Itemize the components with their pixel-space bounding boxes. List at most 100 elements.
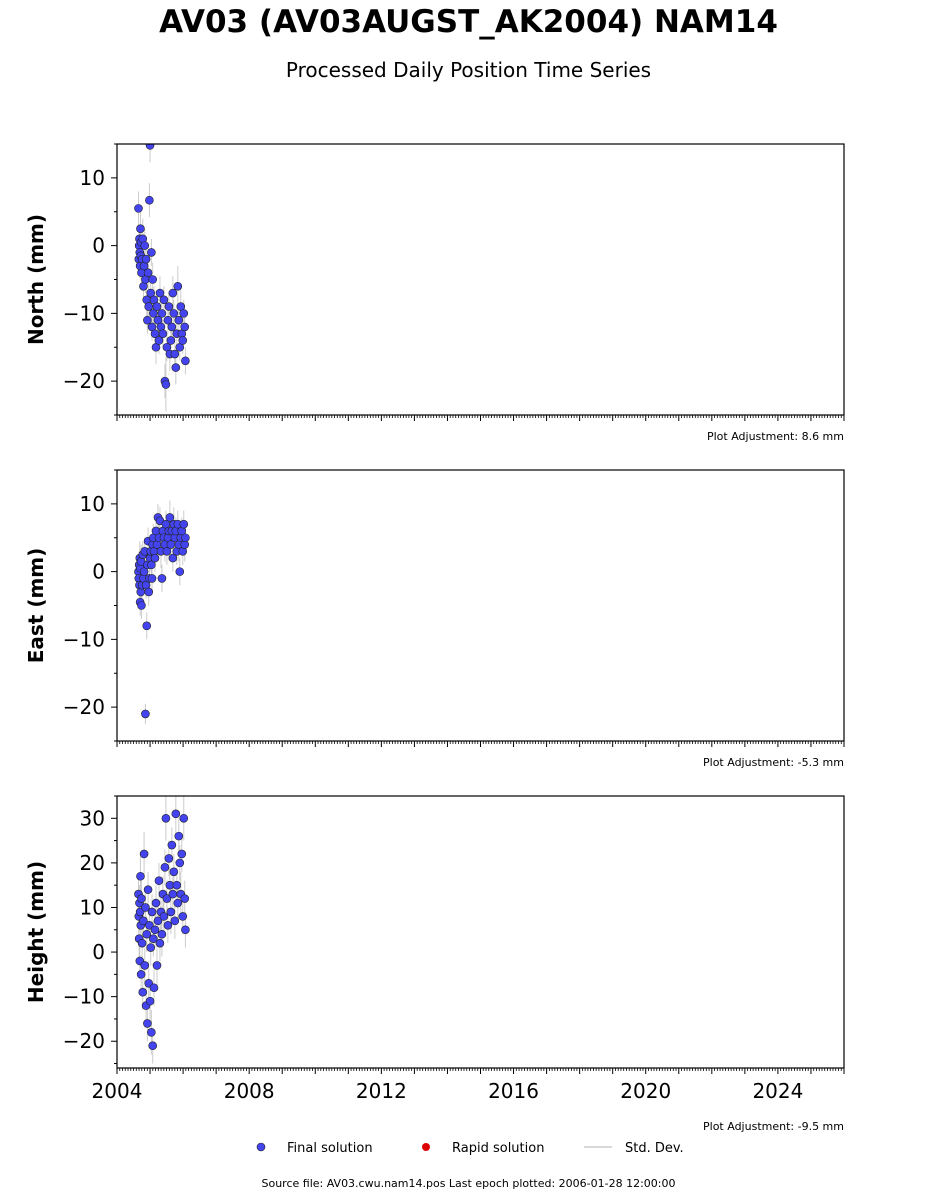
- data-point: [172, 880, 182, 890]
- data-point: [139, 916, 148, 926]
- y-tick-label: −10: [63, 627, 105, 651]
- panel-1: 10 0 −10 −20 North (mm) Plot Adjustment: 8.6 …: [24, 143, 845, 443]
- data-point: [145, 144, 155, 150]
- legend-rapid-marker: [422, 1143, 430, 1151]
- data-point: [178, 336, 188, 345]
- data-point: [134, 204, 143, 213]
- data-point: [169, 867, 179, 877]
- data-point: [168, 553, 178, 563]
- data-point: [180, 322, 190, 332]
- y-tick-label: 30: [80, 806, 105, 830]
- data-point: [140, 241, 150, 250]
- data-point: [157, 309, 167, 318]
- data-layer: [134, 500, 190, 725]
- data-point: [137, 894, 146, 903]
- data-point: [178, 912, 188, 921]
- plot-frame: [116, 469, 845, 742]
- plot-adjustment-note: Plot Adjustment: 8.6 mm: [707, 430, 844, 443]
- data-point: [164, 302, 174, 311]
- data-point: [170, 349, 180, 359]
- data-point: [139, 849, 149, 859]
- y-tick-label: −10: [63, 985, 105, 1009]
- data-point: [147, 574, 157, 583]
- y-axis-label: Height (mm): [24, 861, 48, 1003]
- data-point: [174, 831, 184, 841]
- data-point: [171, 809, 181, 819]
- data-point: [171, 363, 181, 372]
- data-point: [146, 943, 156, 952]
- data-point: [181, 925, 190, 935]
- data-point: [159, 912, 169, 921]
- panel-2: 10 0 −10 −20 East (mm) Plot Adjustment: -5.3 …: [24, 469, 845, 769]
- data-point: [179, 813, 189, 823]
- y-axis-label: East (mm): [24, 548, 48, 664]
- plot-frame: [116, 143, 845, 416]
- legend-rapid-label: Rapid solution: [452, 1141, 544, 1156]
- data-point: [170, 916, 180, 926]
- data-point: [173, 898, 183, 908]
- data-point: [150, 553, 160, 563]
- source-footer: Source file: AV03.cwu.nam14.pos Last epo…: [261, 1177, 676, 1190]
- data-point: [141, 903, 150, 912]
- data-point: [136, 970, 146, 979]
- data-point: [168, 288, 178, 298]
- x-tick-label: 2016: [488, 1079, 539, 1103]
- data-point: [163, 921, 173, 930]
- data-layer: [134, 144, 190, 412]
- data-point: [161, 380, 171, 389]
- data-layer: [134, 796, 190, 1064]
- plot-frame: [116, 795, 845, 1069]
- data-point: [143, 1019, 152, 1028]
- y-tick-label: 20: [80, 851, 105, 875]
- data-point: [145, 921, 154, 930]
- data-point: [177, 849, 187, 859]
- data-point: [141, 709, 150, 719]
- data-point: [147, 907, 157, 917]
- data-point: [168, 889, 178, 899]
- y-tick-label: 10: [80, 166, 105, 190]
- data-point: [147, 560, 156, 570]
- data-point: [157, 929, 167, 939]
- data-point: [136, 871, 145, 881]
- data-point: [159, 295, 169, 305]
- data-point: [154, 336, 164, 345]
- x-tick-label: 2024: [752, 1079, 803, 1103]
- data-point: [147, 1028, 156, 1037]
- data-point: [175, 567, 185, 576]
- data-point: [162, 894, 172, 903]
- data-point: [154, 876, 164, 886]
- legend-final-marker: [256, 1142, 266, 1152]
- x-tick-label: 2012: [356, 1079, 407, 1103]
- data-point: [143, 885, 153, 894]
- data-point: [137, 601, 146, 610]
- y-tick-label: 0: [92, 560, 105, 584]
- legend-final-label: Final solution: [287, 1141, 373, 1156]
- y-tick-label: −20: [63, 369, 105, 393]
- y-tick-label: −20: [63, 695, 105, 719]
- data-point: [149, 934, 158, 943]
- data-point: [164, 854, 174, 863]
- data-point: [166, 907, 176, 917]
- data-point: [146, 288, 156, 298]
- data-point: [152, 961, 162, 970]
- data-point: [143, 268, 153, 278]
- page-title: AV03 (AV03AUGST_AK2004) NAM14: [159, 4, 778, 40]
- data-point: [180, 894, 190, 903]
- x-tick-label: 2004: [92, 1079, 143, 1103]
- page-subtitle: Processed Daily Position Time Series: [285, 58, 652, 82]
- y-tick-label: 0: [92, 234, 105, 258]
- data-point: [142, 929, 152, 939]
- chart-panels: 10 0 −10 −20 North (mm) Plot Adjustment: 8.6 …: [24, 143, 845, 1133]
- data-point: [155, 938, 165, 948]
- data-point: [167, 840, 177, 850]
- data-point: [163, 315, 173, 325]
- data-point: [148, 275, 157, 284]
- plot-adjustment-note: Plot Adjustment: -9.5 mm: [703, 1120, 844, 1133]
- data-point: [145, 195, 154, 205]
- data-point: [167, 322, 177, 332]
- data-point: [181, 533, 190, 543]
- y-tick-label: 10: [80, 492, 105, 516]
- data-point: [160, 863, 170, 872]
- y-tick-label: −20: [63, 1029, 105, 1053]
- data-point: [175, 858, 185, 868]
